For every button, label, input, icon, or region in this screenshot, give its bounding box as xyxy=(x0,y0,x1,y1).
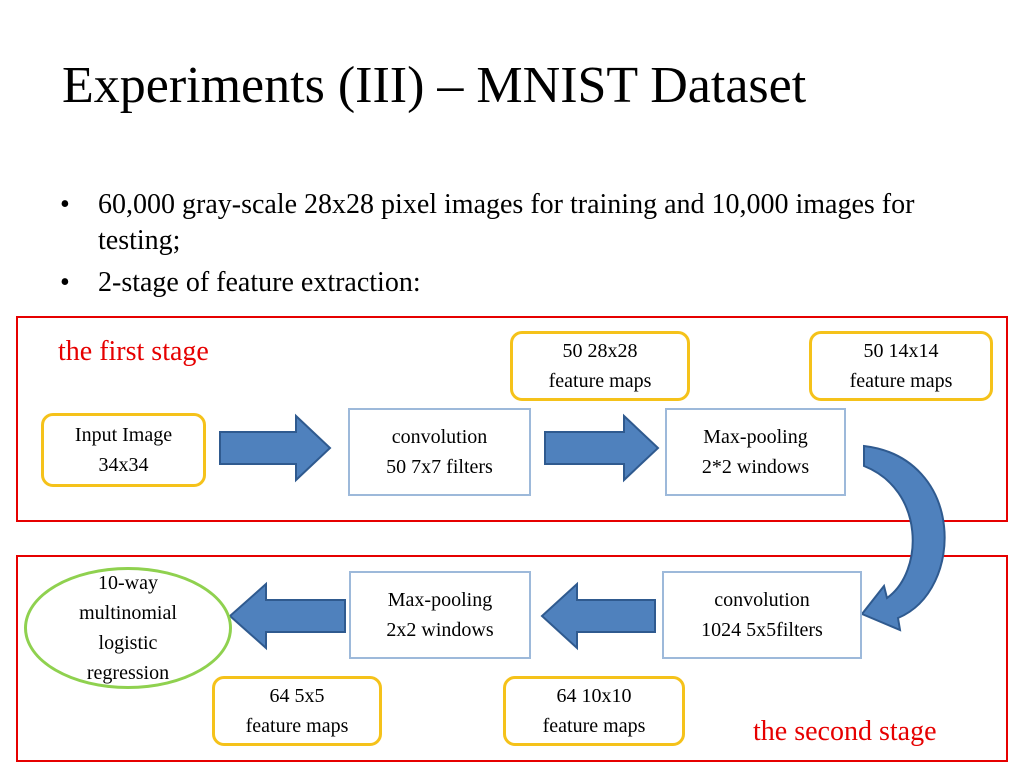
conv2-box: convolution 1024 5x5filters xyxy=(662,571,862,659)
second-stage-label: the second stage xyxy=(753,716,937,747)
conv1-maps-label: feature maps xyxy=(548,370,652,392)
bullet-symbol: • xyxy=(60,189,70,220)
conv2-filters: 1024 5x5filters xyxy=(701,619,823,641)
bullet-item: • 60,000 gray-scale 28x28 pixel images fo… xyxy=(60,187,980,259)
slide-title: Experiments (III) – MNIST Dataset xyxy=(62,57,807,114)
bullet-text: 2-stage of feature extraction: xyxy=(98,267,421,298)
output-classifier-oval: 10-way multinomial logistic regression xyxy=(24,567,232,689)
arrow-conv-to-pool-stage2 xyxy=(540,581,656,651)
second-stage-frame xyxy=(16,555,1008,762)
pool2-maps-label: feature maps xyxy=(245,715,349,737)
pool1-feature-maps-box: 50 14x14 feature maps xyxy=(809,331,993,401)
bullet-item: • 2-stage of feature extraction: xyxy=(60,265,980,301)
pool2-label: Max-pooling xyxy=(387,589,493,611)
pool1-maps-count: 50 14x14 xyxy=(863,340,939,362)
pool2-box: Max-pooling 2x2 windows xyxy=(349,571,531,659)
pool2-window: 2x2 windows xyxy=(386,619,494,641)
output-line-3: logistic xyxy=(98,632,158,654)
bullet-symbol: • xyxy=(60,267,70,298)
first-stage-frame xyxy=(16,316,1008,522)
pool1-window: 2*2 windows xyxy=(701,456,810,478)
arrow-conv-to-pool xyxy=(544,413,660,483)
output-line-2: multinomial xyxy=(79,602,177,624)
arrow-input-to-conv xyxy=(219,413,332,483)
input-image-box: Input Image 34x34 xyxy=(41,413,206,487)
pool1-box: Max-pooling 2*2 windows xyxy=(665,408,846,496)
conv1-box: convolution 50 7x7 filters xyxy=(348,408,531,496)
pool2-feature-maps-box: 64 5x5 feature maps xyxy=(212,676,382,746)
input-image-label: Input Image xyxy=(74,424,173,446)
conv2-feature-maps-box: 64 10x10 feature maps xyxy=(503,676,685,746)
conv1-feature-maps-box: 50 28x28 feature maps xyxy=(510,331,690,401)
bullet-list: • 60,000 gray-scale 28x28 pixel images fo… xyxy=(60,187,980,307)
arrow-stage1-to-stage2 xyxy=(860,444,946,632)
bullet-text: 60,000 gray-scale 28x28 pixel images for… xyxy=(98,189,915,256)
conv1-maps-count: 50 28x28 xyxy=(562,340,638,362)
output-line-4: regression xyxy=(86,662,170,684)
pool1-label: Max-pooling xyxy=(703,426,808,448)
conv2-label: convolution xyxy=(714,589,810,611)
arrow-pool-to-output xyxy=(228,581,346,651)
conv1-label: convolution xyxy=(391,426,488,448)
output-line-1: 10-way xyxy=(98,572,158,594)
conv2-maps-count: 64 10x10 xyxy=(556,685,632,707)
pool1-maps-label: feature maps xyxy=(849,370,953,392)
pool2-maps-count: 64 5x5 xyxy=(269,685,325,707)
conv1-filters: 50 7x7 filters xyxy=(386,456,493,478)
input-image-size: 34x34 xyxy=(98,454,149,476)
first-stage-label: the first stage xyxy=(58,336,209,367)
conv2-maps-label: feature maps xyxy=(542,715,646,737)
